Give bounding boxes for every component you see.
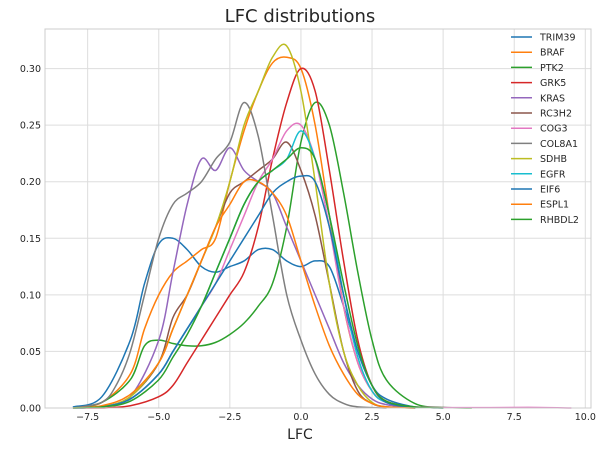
y-tick-label: 0.10	[20, 290, 41, 301]
y-tick-label: 0.25	[20, 121, 41, 132]
x-tick-label: 0.0	[293, 412, 308, 423]
series-line-rc3h2	[72, 141, 416, 409]
plot-frame	[44, 28, 592, 409]
legend-label-eif6: EIF6	[540, 185, 560, 196]
y-tick-label: 0.30	[20, 64, 41, 75]
legend-label-cog3: COG3	[540, 124, 568, 135]
legend: TRIM39 BRAF PTK2 GRK5 KRAS RC3H2 COG3 COL8A1 SDH…	[511, 33, 579, 226]
legend-label-rhbdl2: RHBDL2	[540, 215, 579, 226]
series-line-grk5	[72, 67, 416, 409]
x-tick-label: 10.0	[575, 412, 596, 423]
legend-label-kras: KRAS	[540, 93, 565, 104]
x-tick-label: −2.5	[218, 412, 241, 423]
x-tick-label: 7.5	[507, 412, 522, 423]
legend-label-trim39: TRIM39	[539, 33, 576, 44]
x-tick-label: 2.5	[364, 412, 379, 423]
legend-label-grk5: GRK5	[540, 78, 566, 89]
x-tick-label: −7.5	[76, 412, 99, 423]
series-lines-layer	[72, 43, 572, 409]
y-tick-label: 0.05	[20, 347, 41, 358]
legend-label-sdhb: SDHB	[540, 154, 567, 165]
legend-label-rc3h2: RC3H2	[540, 109, 572, 120]
y-tick-label: 0.15	[20, 234, 41, 245]
series-line-col8a1	[72, 101, 387, 409]
chart-title: LFC distributions	[225, 6, 376, 27]
tick-labels-layer: −7.5 −5.0 −2.5 0.0 2.5 5.0 7.5 10.0 0.00 0.05 0.10…	[20, 64, 596, 423]
y-tick-label: 0.20	[20, 177, 41, 188]
series-line-eif6	[72, 174, 416, 409]
series-line-rhbdl2	[72, 147, 444, 409]
x-tick-label: −5.0	[147, 412, 170, 423]
legend-label-ptk2: PTK2	[540, 63, 564, 74]
legend-label-espl1: ESPL1	[540, 200, 569, 211]
legend-label-braf: BRAF	[540, 48, 565, 59]
y-tick-label: 0.00	[20, 404, 41, 415]
x-axis-label: LFC	[287, 427, 313, 443]
legend-label-col8a1: COL8A1	[540, 139, 578, 150]
legend-label-egfr: EGFR	[540, 169, 566, 180]
x-tick-label: 5.0	[436, 412, 451, 423]
